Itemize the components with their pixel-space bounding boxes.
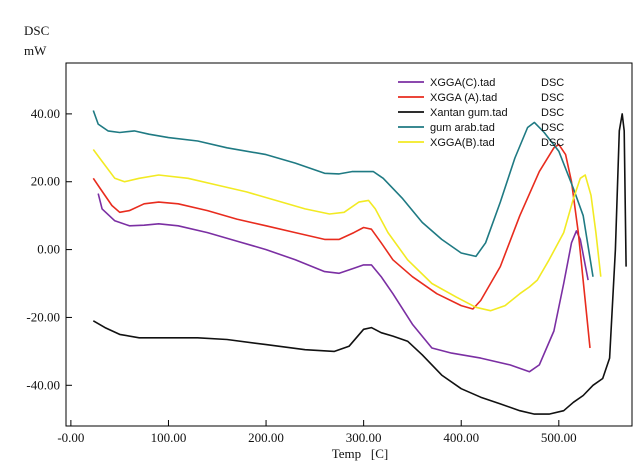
y-tick-label: 40.00 <box>31 106 60 121</box>
x-axis-label: Temp [C] <box>332 446 389 461</box>
series-lines <box>93 111 626 415</box>
y-axis-label-unit: mW <box>24 43 47 58</box>
series-line-4 <box>93 150 601 311</box>
legend-series-name: Xantan gum.tad <box>430 107 508 119</box>
x-tick-label: 500.00 <box>541 430 577 445</box>
x-tick-label: 300.00 <box>346 430 382 445</box>
series-line-1 <box>93 144 590 348</box>
x-tick-label: 400.00 <box>443 430 479 445</box>
legend-signal-label: DSC <box>541 92 564 104</box>
y-tick-label: 0.00 <box>37 242 60 257</box>
series-line-3 <box>93 111 593 277</box>
y-tick-label: 20.00 <box>31 174 60 189</box>
legend-signal-label: DSC <box>541 107 564 119</box>
legend-series-name: XGGA(B).tad <box>430 137 495 149</box>
y-tick-label: -20.00 <box>26 309 60 324</box>
legend-series-name: XGGA(C).tad <box>430 77 495 89</box>
legend: XGGA(C).tad DSC XGGA (A).tad DSC Xantan gum.… <box>398 77 564 149</box>
x-tick-label: 100.00 <box>151 430 187 445</box>
y-axis-label-title: DSC <box>24 23 49 38</box>
legend-signal-label: DSC <box>541 137 564 149</box>
legend-signal-label: DSC <box>541 122 564 134</box>
legend-signal-label: DSC <box>541 77 564 89</box>
axis-ticks: -0.00 100.00 200.00 300.00 400.00 500.00 40.00… <box>26 106 576 445</box>
legend-series-name: gum arab.tad <box>430 122 495 134</box>
x-tick-label: -0.00 <box>57 430 84 445</box>
series-line-0 <box>98 194 588 372</box>
x-tick-label: 200.00 <box>248 430 284 445</box>
y-tick-label: -40.00 <box>26 377 60 392</box>
legend-series-name: XGGA (A).tad <box>430 92 497 104</box>
